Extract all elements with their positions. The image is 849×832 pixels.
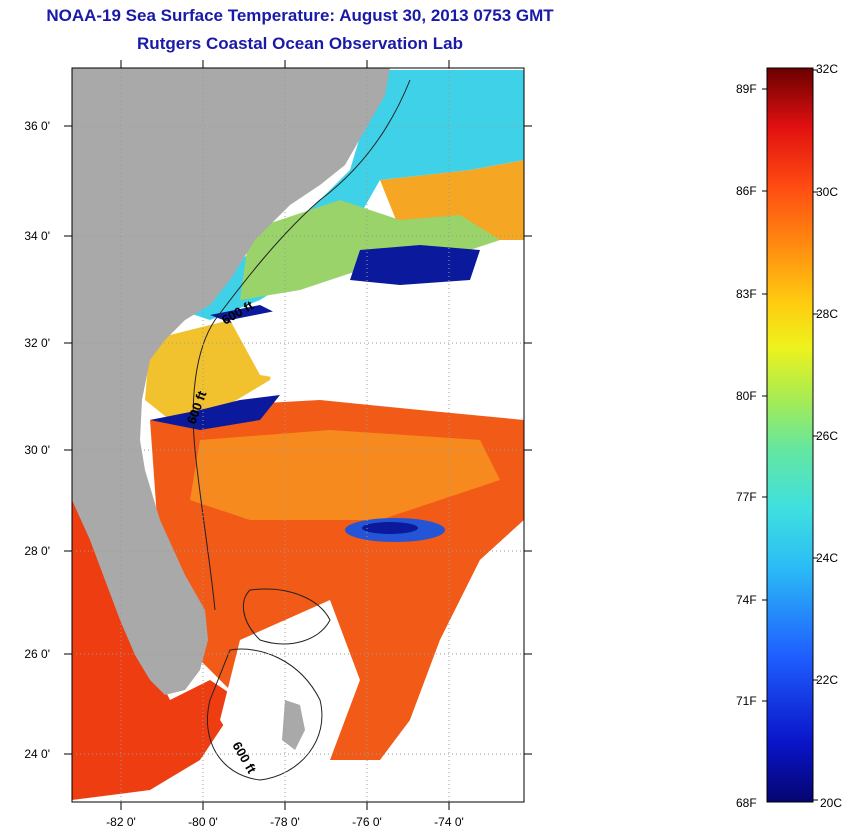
- lat-label: 28 0': [24, 544, 50, 558]
- colorbar-c-label: 20C: [820, 796, 843, 810]
- colorbar-c-label: 30C: [816, 185, 839, 199]
- lon-label: -74 0': [434, 815, 464, 829]
- land-mass: [72, 68, 390, 695]
- bahamas-shoal: [220, 600, 360, 780]
- cloud-gap: [230, 300, 524, 400]
- colorbar-f-label: 68F: [736, 796, 757, 810]
- cool-eddy-core: [362, 522, 418, 534]
- island: [282, 700, 305, 750]
- lon-ticks: [120, 60, 450, 810]
- depth-contour: [206, 648, 323, 781]
- cloud-edge-patch: [350, 245, 480, 285]
- lat-label: 26 0': [24, 647, 50, 661]
- cloud-edge-patch: [150, 395, 280, 430]
- colorbar-f-label: 80F: [736, 389, 757, 403]
- map-title: NOAA-19 Sea Surface Temperature: August …: [46, 6, 554, 25]
- lat-label: 34 0': [24, 229, 50, 243]
- colorbar-c-label: 28C: [816, 307, 839, 321]
- warm-band-orange: [190, 430, 500, 520]
- colorbar-f-label: 89F: [736, 82, 757, 96]
- colorbar: [766, 67, 814, 803]
- colorbar-f-label: 83F: [736, 287, 757, 301]
- map-subtitle: Rutgers Coastal Ocean Observation Lab: [137, 34, 463, 53]
- colorbar-c-label: 26C: [816, 429, 839, 443]
- lon-label: -82 0': [106, 815, 136, 829]
- swath-edge: [380, 420, 524, 802]
- depth-contour: [242, 588, 331, 645]
- colorbar-f-label: 71F: [736, 694, 757, 708]
- lat-label: 36 0': [24, 119, 50, 133]
- colorbar-c-label: 24C: [816, 551, 839, 565]
- lat-label: 30 0': [24, 443, 50, 457]
- lon-label: -78 0': [270, 815, 300, 829]
- lat-ticks: [64, 125, 532, 755]
- depth-contour: [192, 79, 411, 611]
- colorbar-f-label: 74F: [736, 593, 757, 607]
- colorbar-f-label: 77F: [736, 490, 757, 504]
- map-grid: [72, 68, 524, 802]
- colorbar-c-label: 22C: [816, 673, 839, 687]
- map-frame: [71, 67, 525, 803]
- lat-label: 24 0': [24, 747, 50, 761]
- warm-water-region-south: [72, 490, 240, 800]
- colorbar-c-label: 32C: [816, 62, 839, 76]
- colorbar-f-label: 86F: [736, 184, 757, 198]
- lon-label: -76 0': [352, 815, 382, 829]
- lat-label: 32 0': [24, 336, 50, 350]
- colorbar-ticks: [762, 69, 818, 801]
- lon-label: -80 0': [188, 815, 218, 829]
